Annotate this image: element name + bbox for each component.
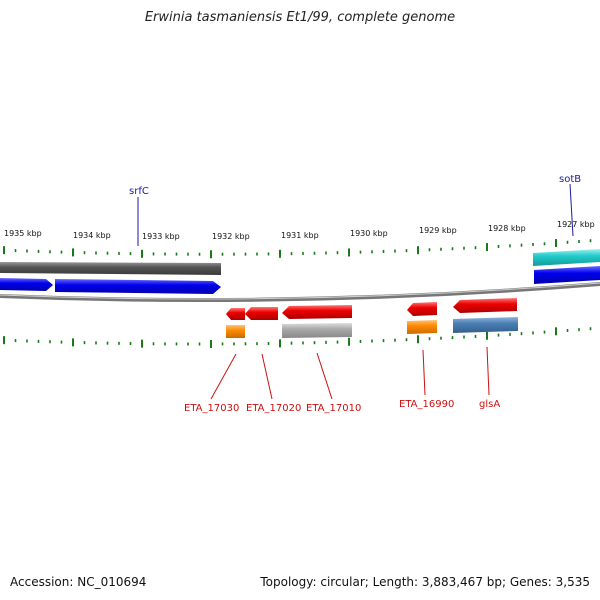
gene-reverse-ETA_17020 — [245, 307, 278, 320]
scale-label: 1927 kbp — [557, 220, 595, 229]
label-leader-line — [210, 353, 237, 400]
scale-label: 1931 kbp — [281, 231, 319, 240]
scale-label: 1928 kbp — [488, 224, 526, 233]
gene-label-glsA: glsA — [479, 399, 500, 410]
gene-label-ETA_16990: ETA_16990 — [399, 399, 454, 410]
gene-reverse-ETA_16990 — [407, 302, 437, 316]
gene-reverse-glsA — [453, 298, 517, 313]
gene-forward-sotB — [534, 266, 600, 284]
scale-ticks-top — [3, 239, 592, 259]
gene-label-ETA_17030: ETA_17030 — [184, 403, 239, 414]
genome-backbone-highlight — [0, 282, 600, 300]
gene-reverse-ETA_17010 — [282, 305, 352, 319]
feature-cyan-forward — [533, 249, 600, 266]
genome-backbone — [0, 282, 600, 302]
scale-ticks-bottom — [3, 327, 592, 348]
label-leader-line — [261, 353, 273, 400]
label-leader-line — [422, 349, 426, 396]
label-leader-line — [569, 183, 574, 237]
genome-title: Erwinia tasmaniensis Et1/99, complete ge… — [144, 10, 456, 25]
scale-label: 1935 kbp — [4, 229, 42, 238]
gene-forward — [0, 278, 53, 291]
scale-label: 1929 kbp — [419, 226, 457, 235]
accession-text: Accession: NC_010694 — [10, 575, 147, 589]
label-leader-line — [486, 346, 490, 396]
gene-label-ETA_17020: ETA_17020 — [246, 403, 301, 414]
gene-forward-srfC — [55, 279, 221, 294]
gene-label-sotB: sotB — [559, 174, 581, 185]
gene-reverse-ETA_17030 — [226, 308, 245, 320]
feature-orange — [407, 320, 437, 334]
scale-label: 1933 kbp — [142, 232, 180, 241]
feature-gray-forward — [0, 262, 221, 275]
genome-summary-text: Topology: circular; Length: 3,883,467 bp… — [260, 575, 590, 589]
feature-lightgray — [282, 323, 352, 338]
gene-label-srfC: srfC — [129, 186, 149, 197]
scale-label: 1934 kbp — [73, 231, 111, 240]
scale-label: 1932 kbp — [212, 232, 250, 241]
feature-orange — [226, 325, 245, 338]
label-leader-line — [316, 352, 333, 400]
feature-steelblue — [453, 317, 518, 333]
gene-label-ETA_17010: ETA_17010 — [306, 403, 361, 414]
scale-label: 1930 kbp — [350, 229, 388, 238]
